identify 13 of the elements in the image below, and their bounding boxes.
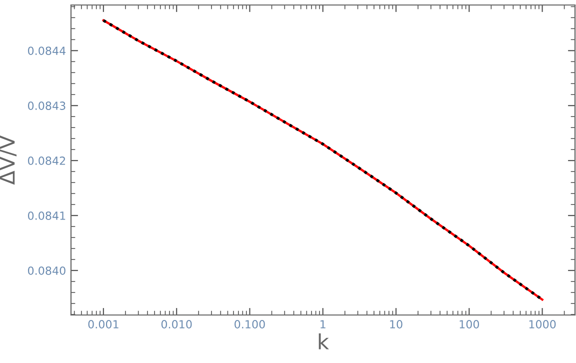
x-tick-label: 0.001: [88, 320, 118, 328]
x-tick-label: 0.100: [234, 320, 265, 328]
x-tick-label: 100: [460, 320, 480, 328]
x-tick-label: 1000: [529, 320, 556, 328]
x-tick-label: 1: [320, 320, 326, 328]
y-tick-label: 0.0842: [28, 156, 66, 165]
y-tick-label: 0.0844: [28, 46, 66, 55]
y-tick-label: 0.0841: [28, 211, 66, 220]
y-tick-label: 0.0840: [28, 266, 66, 275]
x-tick-label: 10: [390, 320, 402, 328]
x-tick-label: 0.010: [161, 320, 192, 328]
y-tick-label: 0.0843: [28, 102, 66, 110]
x-axis-title: k: [318, 333, 329, 350]
